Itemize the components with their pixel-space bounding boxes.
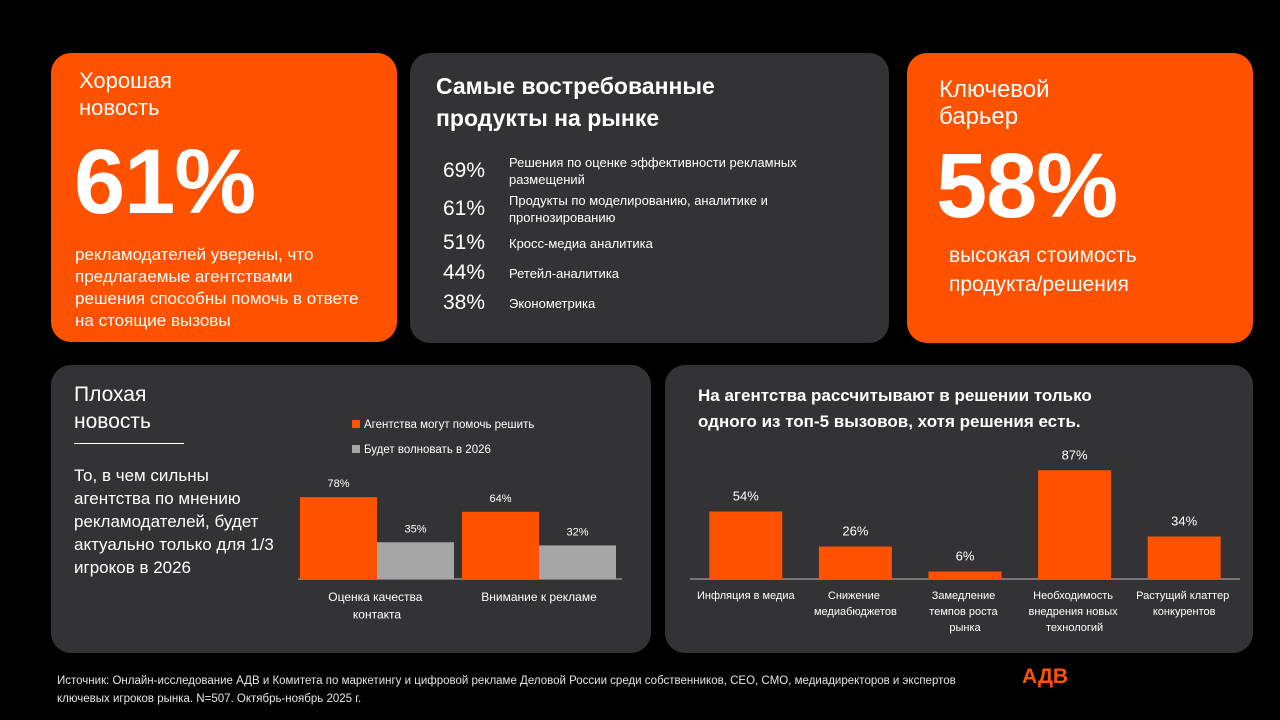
good-text: рекламодателей уверены, что предлагаемые… [75,245,359,330]
barrier-title: Ключевой барьер [939,76,1050,130]
products-title: Самые востребованные продукты на рынке [436,73,715,131]
product-label: Эконометрика [509,295,596,311]
footer-source: Источник: Онлайн-исследование АДВ и Коми… [57,675,956,705]
chart-title: На агентства рассчитывают в решении толь… [698,386,1092,431]
logo: АДВ [1022,665,1069,688]
card-good [51,53,397,342]
barrier-value: 58% [936,135,1118,237]
products-list: 69% Решения по оценке эффективности рекла… [436,152,866,318]
good-title: Хорошая новость [79,68,172,120]
product-row: 38% Эконометрика [436,288,866,318]
product-value: 44% [442,261,486,284]
card-chart [665,365,1253,653]
product-label: Продукты по моделированию, аналитике и п… [509,193,768,225]
product-row: 69% Решения по оценке эффективности рекла… [436,152,866,190]
bad-text: То, в чем сильны агентства по мнению рек… [74,466,274,577]
barrier-text: высокая стоимость продукта/решения [949,244,1137,296]
product-label: Ретейл-аналитика [509,265,620,281]
product-row: 51% Кросс-медиа аналитика [436,228,866,258]
product-value: 38% [442,291,486,314]
product-row: 44% Ретейл-аналитика [436,258,866,288]
bad-title: Плохая новость [74,381,184,444]
card-barrier [907,53,1253,343]
product-value: 69% [442,159,486,182]
product-label: Кросс-медиа аналитика [509,235,653,251]
good-value: 61% [74,131,256,233]
product-value: 61% [442,197,486,220]
card-products [410,53,889,343]
product-value: 51% [442,231,486,254]
product-row: 61% Продукты по моделированию, аналитике … [436,190,866,228]
product-label: Решения по оценке эффективности рекламны… [509,155,797,187]
